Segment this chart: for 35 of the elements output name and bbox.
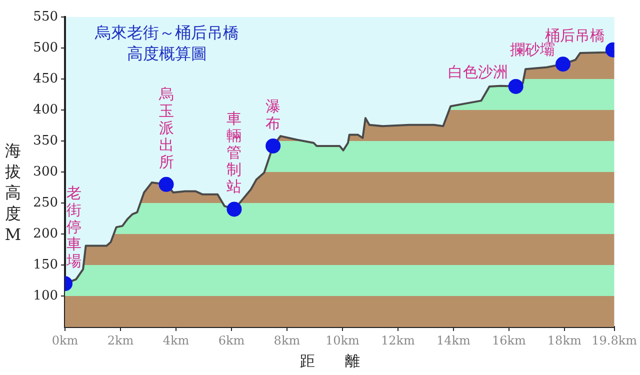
point xyxy=(555,56,570,72)
x-tick-label: 19.8km xyxy=(592,333,638,348)
annotation: 烏玉派出所 xyxy=(158,84,174,171)
point xyxy=(226,202,242,217)
annotation: 老街停車場 xyxy=(66,184,82,270)
x-tick-label: 8km xyxy=(274,333,301,348)
x-tick-label: 18km xyxy=(547,333,582,348)
annotation: 白色沙洲 xyxy=(448,62,508,81)
text: 高度概算圖 xyxy=(126,43,208,64)
y-tick-label: 200 xyxy=(33,226,58,242)
x-tick-label: 10km xyxy=(325,333,360,348)
x-tick-label: 4km xyxy=(162,333,190,348)
y-tick-label: 400 xyxy=(33,102,58,118)
x-tick-label: 6km xyxy=(218,333,246,348)
y-tick-label: 100 xyxy=(33,288,58,304)
annotation: 瀑布 xyxy=(266,97,281,132)
x-tick-label: 16km xyxy=(492,333,526,348)
point xyxy=(266,138,281,154)
y-tick-label: 300 xyxy=(33,164,58,180)
chart-title: 烏來老街～桶后吊橋 xyxy=(94,22,240,43)
x-tick-label: 0km xyxy=(52,333,79,348)
annotation: 車輛管制站 xyxy=(226,110,242,196)
y-tick-label: 500 xyxy=(33,40,58,56)
y-tick-label: 150 xyxy=(33,257,58,272)
x-tick-label: 2km xyxy=(107,333,134,348)
y-tick-label: 250 xyxy=(33,195,58,210)
y-tick-label: 550 xyxy=(33,9,58,24)
point xyxy=(158,176,174,192)
y-tick-label: 350 xyxy=(33,133,58,148)
point xyxy=(508,78,524,94)
x-tick-label: 12km xyxy=(380,333,416,348)
y-axis-title: 海拔高度M xyxy=(4,140,22,245)
x-tick-label: 14km xyxy=(436,333,471,348)
x-axis-title: 距離 xyxy=(299,352,391,371)
y-tick-label: 450 xyxy=(33,71,58,86)
